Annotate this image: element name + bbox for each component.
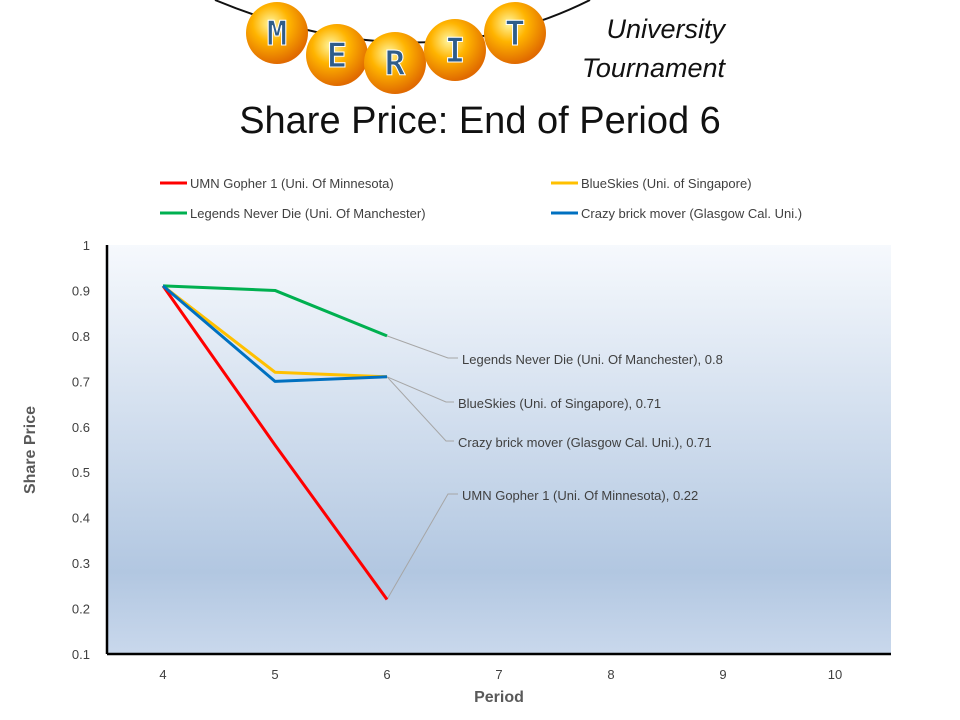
y-tick-label: 0.3 xyxy=(72,556,90,571)
x-tick-label: 6 xyxy=(383,667,390,682)
logo-ball: T xyxy=(484,2,546,64)
leader-line xyxy=(386,493,458,600)
legend-label: Legends Never Die (Uni. Of Manchester) xyxy=(190,206,426,221)
logo-ball-circle xyxy=(306,24,368,86)
plot-area xyxy=(107,245,891,654)
logo-ball: M xyxy=(246,2,308,64)
logo-ball: R xyxy=(364,32,426,94)
y-tick-label: 0.9 xyxy=(72,283,90,298)
data-label: Crazy brick mover (Glasgow Cal. Uni.), 0… xyxy=(458,435,712,450)
x-axis-title: Period xyxy=(474,689,524,706)
leader-line xyxy=(386,376,454,403)
logo-letter: I xyxy=(445,31,465,71)
logo-ball-circle xyxy=(424,19,486,81)
y-axis-title: Share Price xyxy=(22,406,39,494)
logo-ball-circle xyxy=(246,2,308,64)
series-line-1 xyxy=(162,284,388,379)
legend-label: Crazy brick mover (Glasgow Cal. Uni.) xyxy=(581,206,802,221)
y-tick-label: 0.1 xyxy=(72,647,90,662)
x-tick-label: 10 xyxy=(828,667,842,682)
logo-letter: R xyxy=(385,44,406,84)
logo-ball-circle xyxy=(364,32,426,94)
series-line-3 xyxy=(162,284,388,383)
legend-entry: BlueSkies (Uni. of Singapore) xyxy=(551,176,752,191)
logo-ball-circle xyxy=(484,2,546,64)
x-tick-label: 7 xyxy=(495,667,502,682)
logo-letter: E xyxy=(327,36,347,76)
leader-line xyxy=(386,335,458,359)
logo-ball: I xyxy=(424,19,486,81)
logo-letter: M xyxy=(267,14,287,54)
x-tick-label: 9 xyxy=(719,667,726,682)
series-line-0 xyxy=(161,285,389,601)
logo-ball: E xyxy=(306,24,368,86)
data-label: UMN Gopher 1 (Uni. Of Minnesota), 0.22 xyxy=(462,488,698,503)
legend-label: BlueSkies (Uni. of Singapore) xyxy=(581,176,752,191)
x-tick-label: 8 xyxy=(607,667,614,682)
legend-entry: Crazy brick mover (Glasgow Cal. Uni.) xyxy=(551,206,802,221)
y-tick-label: 0.7 xyxy=(72,374,90,389)
y-tick-label: 0.2 xyxy=(72,602,90,617)
legend-entry: Legends Never Die (Uni. Of Manchester) xyxy=(160,206,426,221)
data-label: Legends Never Die (Uni. Of Manchester), … xyxy=(462,352,723,367)
logo-letter: T xyxy=(505,14,525,54)
y-tick-label: 1 xyxy=(83,238,90,253)
y-tick-label: 0.5 xyxy=(72,465,90,480)
data-label: BlueSkies (Uni. of Singapore), 0.71 xyxy=(458,396,661,411)
legend-entry: UMN Gopher 1 (Uni. Of Minnesota) xyxy=(160,176,394,191)
legend-label: UMN Gopher 1 (Uni. Of Minnesota) xyxy=(190,176,394,191)
series-line-2 xyxy=(162,284,388,338)
merit-logo: ME R I T xyxy=(214,0,591,94)
tournament-label: Tournament xyxy=(581,53,725,83)
x-tick-label: 5 xyxy=(271,667,278,682)
y-tick-label: 0.4 xyxy=(72,511,90,526)
leader-line xyxy=(386,376,454,442)
y-tick-label: 0.8 xyxy=(72,329,90,344)
university-label: University xyxy=(606,14,725,44)
chart-title: Share Price: End of Period 6 xyxy=(239,100,721,142)
y-tick-label: 0.6 xyxy=(72,420,90,435)
x-tick-label: 4 xyxy=(159,667,166,682)
